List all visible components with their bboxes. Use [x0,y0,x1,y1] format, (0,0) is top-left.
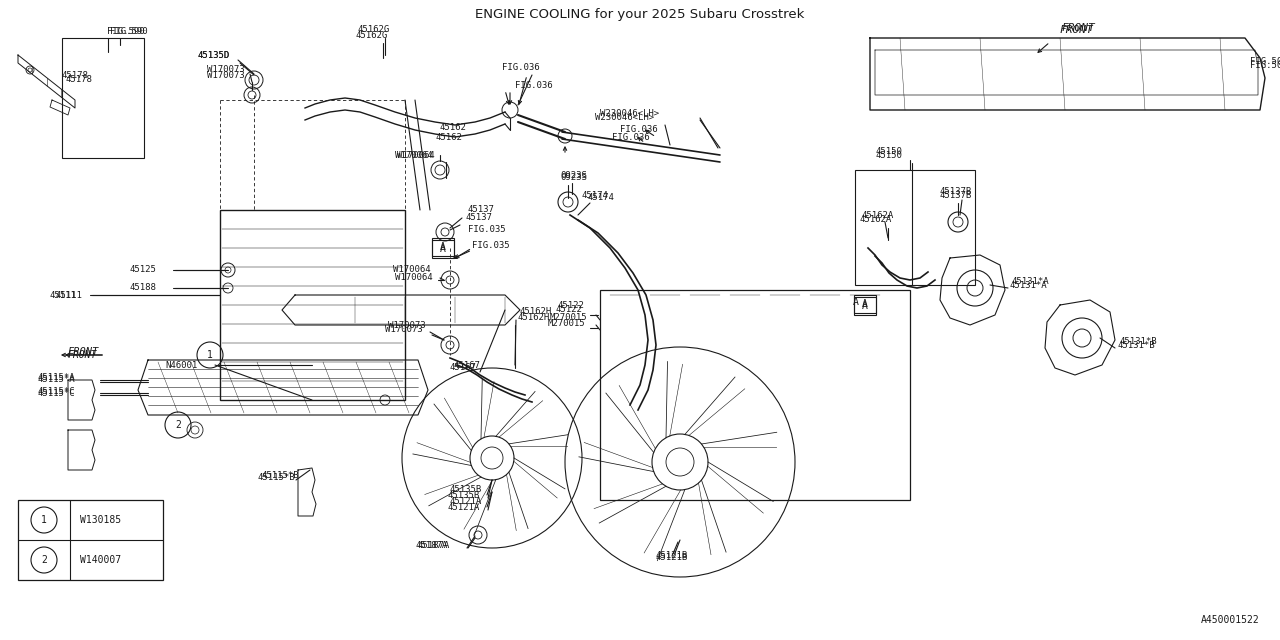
Text: 45137B: 45137B [940,191,973,200]
Text: 45162H: 45162H [518,314,550,323]
Text: A: A [440,244,445,254]
Text: FIG.505: FIG.505 [1251,61,1280,70]
Text: A: A [852,297,859,307]
Bar [433,240,454,258]
Text: M270015: M270015 [550,314,588,323]
Text: ENGINE COOLING for your 2025 Subaru Crosstrek: ENGINE COOLING for your 2025 Subaru Cros… [475,8,805,21]
Text: FIG.036: FIG.036 [502,63,540,72]
Text: 45162: 45162 [440,124,467,132]
Text: 45174: 45174 [582,191,609,200]
Text: 45115*A: 45115*A [38,374,76,383]
Bar [854,295,876,313]
Text: 45115*C: 45115*C [38,387,76,397]
Text: 45178: 45178 [67,76,93,84]
Text: 45162A: 45162A [861,211,895,220]
Text: 45137: 45137 [465,214,492,223]
Text: 45135D: 45135D [198,51,230,60]
Text: 1: 1 [41,515,47,525]
Text: 45187A: 45187A [415,541,447,550]
Text: N46001: N46001 [165,360,197,369]
Text: FIG.036: FIG.036 [620,125,658,134]
Bar [18,500,163,580]
Text: 45135B: 45135B [451,486,483,495]
Text: A: A [440,242,445,252]
Text: FRONT: FRONT [1062,23,1096,33]
Text: 45150: 45150 [876,150,902,159]
Text: 45115*B: 45115*B [262,472,300,481]
Text: FRONT: FRONT [1060,25,1093,35]
Text: W230046<LH>: W230046<LH> [600,109,659,118]
Bar [220,210,404,400]
Text: 45162G: 45162G [355,31,388,40]
Text: 45178: 45178 [61,70,88,79]
Text: 45135D: 45135D [198,51,230,60]
Text: M270015: M270015 [548,319,586,328]
Text: 45111: 45111 [50,291,77,300]
Text: W170064: W170064 [393,266,430,275]
Text: W170073: W170073 [385,326,422,335]
Text: 45167: 45167 [451,364,477,372]
Text: 0923S: 0923S [561,173,586,182]
Text: 45131*B: 45131*B [1120,337,1157,346]
Text: 45131*A: 45131*A [1010,280,1047,289]
Text: 45121B: 45121B [657,550,689,559]
Bar [600,290,910,500]
Text: 45167: 45167 [453,360,480,369]
Text: A450001522: A450001522 [1201,615,1260,625]
Text: 45135B: 45135B [448,490,480,499]
Text: 45137: 45137 [468,205,495,214]
Text: W230046<LH>: W230046<LH> [595,113,654,122]
Text: 45115*B: 45115*B [259,474,296,483]
Text: 45188: 45188 [131,284,157,292]
Text: 1: 1 [207,350,212,360]
Text: FIG.036: FIG.036 [515,81,553,90]
Text: W170064: W170064 [396,150,433,159]
Text: 45162G: 45162G [358,26,390,35]
Text: 2: 2 [175,420,180,430]
Text: 45115*A: 45115*A [38,376,76,385]
Text: W130185: W130185 [79,515,122,525]
Text: 45121B: 45121B [655,554,687,563]
Text: 45122: 45122 [556,305,582,314]
Text: A: A [861,301,868,311]
Text: FIG.590: FIG.590 [108,28,145,36]
Text: 45122: 45122 [557,301,584,310]
Text: W170064: W170064 [397,150,435,159]
Text: 45131*B: 45131*B [1117,340,1156,349]
Text: W170073: W170073 [388,321,426,330]
Text: 45111: 45111 [55,291,82,300]
Text: 45162: 45162 [435,134,462,143]
Bar [61,38,143,158]
Text: A: A [861,299,868,309]
Bar [854,297,876,315]
Text: W140007: W140007 [79,555,122,565]
Text: W170073: W170073 [207,65,244,74]
Text: 45115*C: 45115*C [38,388,76,397]
Text: FIG.505: FIG.505 [1251,58,1280,67]
Text: 45162H: 45162H [520,307,552,317]
Text: FIG.035: FIG.035 [472,241,509,250]
Text: FIG.036: FIG.036 [612,134,650,143]
Text: 45150: 45150 [876,147,902,157]
Text: 2: 2 [41,555,47,565]
Text: FRONT: FRONT [68,347,100,357]
Text: FIG.590: FIG.590 [110,28,147,36]
Text: W170073: W170073 [207,70,244,79]
Text: 0923S: 0923S [561,170,586,179]
Bar [433,238,454,256]
Text: 45174: 45174 [588,193,614,202]
Text: W170064: W170064 [396,273,433,282]
Text: 45131*A: 45131*A [1012,278,1050,287]
Bar [855,170,975,285]
Text: 45162A: 45162A [860,216,892,225]
Text: 45125: 45125 [131,266,157,275]
Text: FRONT: FRONT [68,350,97,360]
Text: 45121A: 45121A [448,502,480,511]
Text: 45137B: 45137B [940,188,973,196]
Text: FIG.035: FIG.035 [468,225,506,234]
Text: 45121A: 45121A [451,497,483,506]
Text: 45187A: 45187A [419,541,451,550]
